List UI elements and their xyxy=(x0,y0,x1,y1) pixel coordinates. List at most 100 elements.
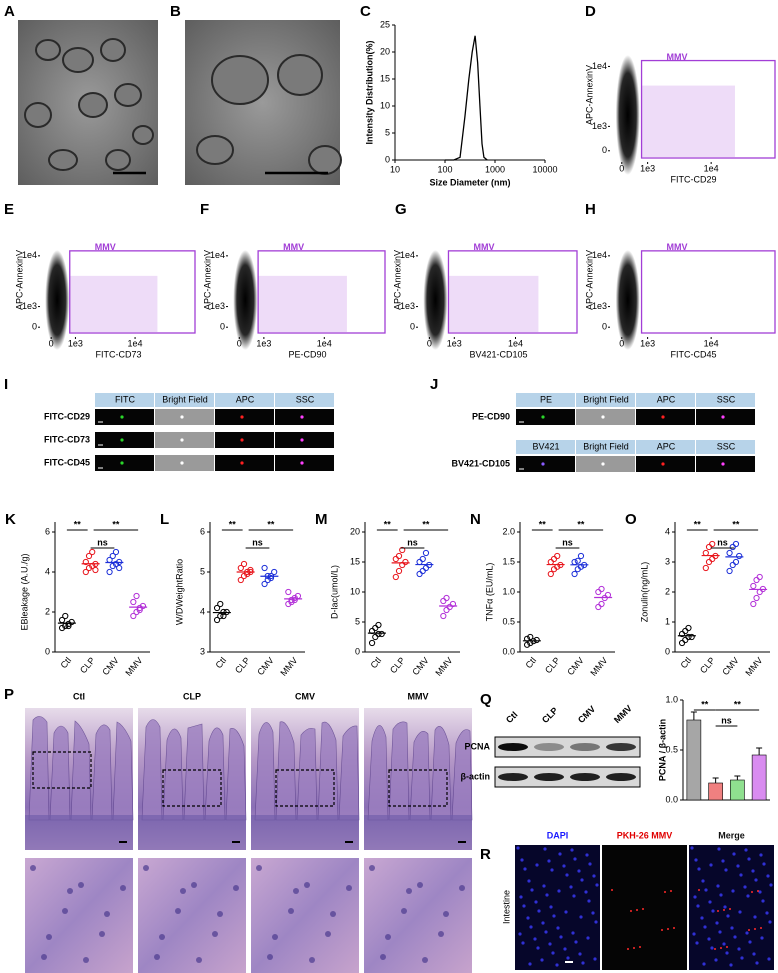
dapi-signal xyxy=(518,932,522,936)
y-axis-label: Zonulin(ng/mL) xyxy=(639,562,649,623)
cell-image xyxy=(696,409,755,425)
y-tick-label: 0 xyxy=(355,646,360,656)
gate xyxy=(447,250,578,334)
dapi-signal xyxy=(549,905,553,909)
y-tick-label: 1e4 xyxy=(592,250,607,260)
cell-image xyxy=(95,409,154,425)
error-bar xyxy=(756,747,763,755)
nucleus xyxy=(46,934,52,940)
villus xyxy=(141,719,163,821)
dapi-signal xyxy=(586,936,590,940)
y-axis-label: EBleakage (A.U./g) xyxy=(19,553,29,630)
dapi-signal xyxy=(593,957,597,961)
channel-header xyxy=(275,393,334,407)
vesicle xyxy=(48,149,78,171)
nucleus xyxy=(233,885,239,891)
data-point xyxy=(291,596,298,604)
x-tick-label: MMV xyxy=(278,655,299,678)
channel-label: BV421 xyxy=(532,441,559,451)
pkh-signal xyxy=(639,946,641,948)
dapi-signal xyxy=(572,894,576,898)
data-point xyxy=(702,549,709,557)
blot xyxy=(494,766,641,788)
data-point xyxy=(89,548,96,556)
data-point xyxy=(112,548,120,556)
x-tick-label: Ctl xyxy=(213,655,228,670)
dapi-signal xyxy=(709,863,713,867)
x-tick-label: 1e4 xyxy=(508,338,523,348)
y-tick-label: 3 xyxy=(200,646,205,656)
dapi-signal xyxy=(536,946,540,950)
row-label: PCNA xyxy=(464,741,490,751)
error-bar xyxy=(734,775,741,780)
data-point xyxy=(261,564,268,572)
x-axis-label: FITC-CD29 xyxy=(670,174,716,184)
nucleus xyxy=(154,954,160,960)
dapi-signal xyxy=(545,893,549,897)
x-tick-label: 0 xyxy=(237,338,242,348)
zoom-image xyxy=(251,858,359,973)
y-tick-label: 0.5 xyxy=(665,744,678,754)
data-point xyxy=(392,555,399,563)
y-tick-label: 1e3 xyxy=(22,301,37,311)
data-point xyxy=(106,568,113,576)
fluorescence-image xyxy=(689,845,774,970)
cell-image xyxy=(576,409,635,425)
bar xyxy=(730,779,745,801)
column-label: MMV xyxy=(408,691,429,701)
channel-header xyxy=(215,393,274,407)
y-tick-label: 1e4 xyxy=(210,250,225,260)
data-point xyxy=(547,570,554,578)
data-point xyxy=(604,591,612,599)
gated-events xyxy=(448,275,539,332)
dapi-signal xyxy=(584,890,588,894)
dapi-signal xyxy=(748,940,752,944)
data-point xyxy=(443,594,450,602)
pkh-signal xyxy=(720,947,722,949)
pkh-signal xyxy=(633,947,635,949)
y-axis-label: TNFα (EU/mL) xyxy=(484,563,494,622)
dapi-signal xyxy=(710,946,714,950)
x-tick-label: 1e4 xyxy=(317,338,332,348)
nucleus xyxy=(304,882,310,888)
data-point xyxy=(726,567,733,575)
dapi-signal xyxy=(717,847,721,851)
cell xyxy=(180,415,184,419)
gated-events xyxy=(641,85,735,157)
data-point xyxy=(571,558,578,566)
crypt-layer xyxy=(251,815,359,850)
dapi-signal xyxy=(731,889,735,893)
x-tick-label: 1e3 xyxy=(68,338,83,348)
villus xyxy=(112,721,134,821)
event-density xyxy=(45,250,70,350)
x-tick-label: 1000 xyxy=(485,164,505,174)
event-density xyxy=(615,250,640,350)
nucleus xyxy=(417,882,423,888)
dapi-signal xyxy=(701,879,705,883)
channel-header xyxy=(636,393,695,407)
data-point xyxy=(130,598,137,606)
cell xyxy=(240,461,244,465)
significance-label: ** xyxy=(74,519,82,529)
nucleus xyxy=(309,957,315,963)
significance-label: ** xyxy=(112,519,120,529)
y-tick-label: 0.5 xyxy=(502,616,515,626)
x-tick-label: 1e3 xyxy=(256,338,271,348)
cell-image xyxy=(516,409,575,425)
villus xyxy=(275,721,297,821)
dapi-signal xyxy=(592,874,596,878)
y-axis-label: Intensity Distribution(%) xyxy=(364,41,374,145)
dapi-signal xyxy=(752,952,756,956)
channel-header xyxy=(576,393,635,407)
vesicle xyxy=(105,149,131,171)
data-point xyxy=(378,630,385,638)
dapi-signal xyxy=(724,868,728,872)
dapi-signal xyxy=(565,873,569,877)
gate-label: MMV xyxy=(473,242,494,252)
data-point xyxy=(375,630,382,638)
dapi-signal xyxy=(707,937,711,941)
panel-letter: Q xyxy=(480,691,492,708)
villus xyxy=(409,731,431,821)
y-tick-label: 6 xyxy=(45,526,50,536)
cell xyxy=(601,462,605,466)
